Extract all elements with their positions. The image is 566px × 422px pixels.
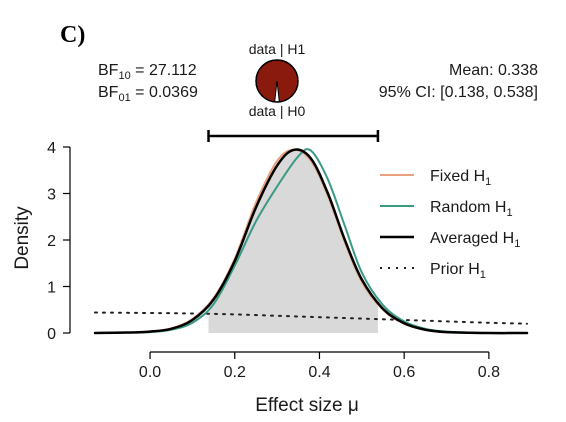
panel-label: C): [60, 22, 85, 48]
legend-label: Averaged H1: [430, 230, 520, 250]
bf10-text: BF10 = 27.112: [98, 62, 197, 82]
pie-bottom-label: data | H0: [249, 103, 306, 119]
y-tick-label: 4: [47, 140, 56, 157]
legend-label: Random H1: [430, 199, 513, 219]
legend-label: Prior H1: [430, 261, 486, 281]
legend: Fixed H1 Random H1 Averaged H1 Prior H1: [380, 168, 520, 281]
series-line-prior-h1: [94, 311, 528, 325]
y-axis-label: Density: [12, 206, 33, 270]
x-axis-label: Effect size μ: [255, 395, 359, 416]
plot-area: [93, 148, 529, 335]
pie-outline: [255, 59, 299, 103]
bf01-text: BF01 = 0.0369: [98, 84, 198, 104]
legend-label: Fixed H1: [430, 168, 491, 188]
x-tick-label: 0.0: [139, 364, 161, 381]
x-tick-label: 0.6: [393, 364, 415, 381]
y-tick-label: 0: [47, 326, 56, 343]
y-tick-label: 2: [47, 233, 56, 250]
bayes-factor-pie: [255, 59, 299, 103]
credible-interval-shading: [208, 149, 378, 333]
x-tick-label: 0.2: [224, 364, 246, 381]
series-line-averaged-h1: [93, 148, 529, 335]
x-tick-label: 0.4: [308, 364, 330, 381]
ci-text: 95% CI: [0.138, 0.538]: [379, 84, 538, 101]
mean-text: Mean: 0.338: [449, 62, 538, 79]
y-tick-label: 1: [47, 280, 56, 297]
x-tick-label: 0.8: [478, 364, 500, 381]
pie-top-label: data | H1: [249, 41, 306, 57]
axes: 0 1 2 3 4 0.0 0.2 0.4 0.6 0.8: [47, 130, 500, 381]
y-tick-label: 3: [47, 187, 56, 204]
